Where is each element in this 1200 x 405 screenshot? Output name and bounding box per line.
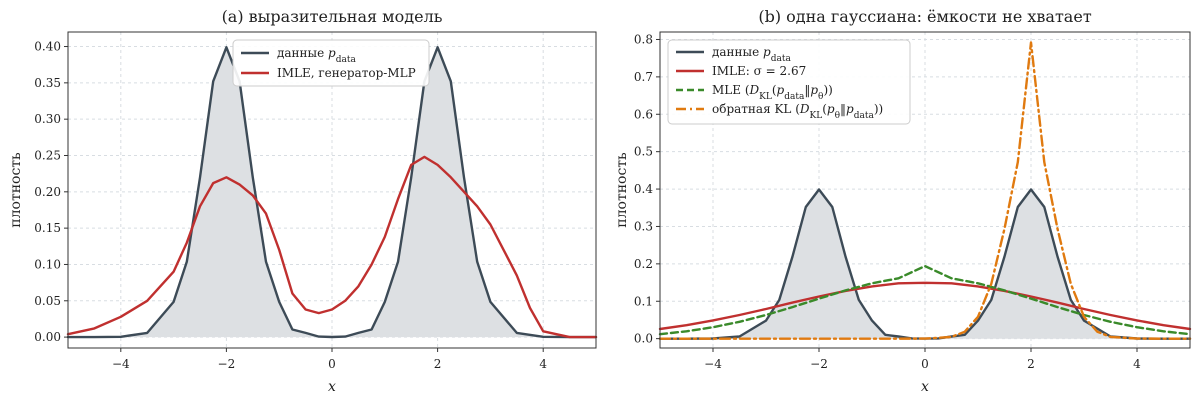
y-tick-label: 0.20 [34, 185, 61, 199]
y-tick-label: 0.5 [634, 145, 653, 159]
series-line-2 [658, 264, 1192, 336]
y-tick-label: 0.2 [634, 257, 653, 271]
x-tick-label: 2 [1027, 357, 1035, 371]
y-tick-label: 0.00 [34, 330, 61, 344]
y-tick-label: 0.6 [634, 107, 653, 121]
y-axis-label: плотность [614, 152, 630, 228]
x-axis-label: x [921, 379, 929, 395]
legend-label-imle: IMLE, генератор-MLP [277, 66, 416, 80]
chart-title: (b) одна гауссиана: ёмкости не хватает [758, 7, 1091, 26]
series-area-data [68, 47, 596, 338]
x-tick-label: −4 [704, 357, 722, 371]
chart-title: (a) выразительная модель [222, 7, 443, 26]
y-tick-label: 0.25 [34, 148, 61, 162]
x-axis-label: x [328, 379, 336, 395]
y-tick-label: 0.05 [34, 294, 61, 308]
y-tick-label: 0.0 [634, 332, 653, 346]
x-tick-label: 4 [539, 357, 547, 371]
y-tick-label: 0.15 [34, 221, 61, 235]
x-tick-label: −2 [218, 357, 236, 371]
y-tick-label: 0.3 [634, 219, 653, 233]
y-tick-label: 0.7 [634, 70, 653, 84]
y-tick-label: 0.1 [634, 294, 653, 308]
legend-label-data: данные pdata [277, 46, 356, 65]
y-tick-label: 0.30 [34, 112, 61, 126]
x-tick-label: −2 [810, 357, 828, 371]
y-tick-label: 0.40 [34, 40, 61, 54]
legend-frame [232, 39, 430, 87]
x-tick-label: 0 [921, 357, 929, 371]
series-line-3 [658, 41, 1192, 340]
legend-frame [667, 39, 911, 125]
legend-label-data: данные pdata [712, 45, 791, 64]
x-tick-label: −4 [112, 357, 130, 371]
y-tick-label: 0.8 [634, 32, 653, 46]
y-axis-label: плотность [8, 152, 24, 228]
x-tick-label: 2 [434, 357, 442, 371]
series-line-1 [658, 281, 1192, 331]
legend-label-mle: MLE (DKL(pdata‖pθ)) [712, 83, 833, 102]
y-tick-label: 0.4 [634, 182, 653, 196]
legend-label-reverse-kl: обратная KL (DKL(pθ‖pdata)) [712, 102, 883, 121]
series-line-1 [66, 155, 598, 339]
y-tick-label: 0.10 [34, 257, 61, 271]
panel-a: −4 −2 0 2 4 0.00 0.05 0.10 0.15 0.20 0.25 0.30 0.35 0… [8, 7, 598, 395]
x-tick-label: 4 [1133, 357, 1141, 371]
panel-b: −4 −2 0 2 4 0.0 0.1 0.2 0.3 0.4 0.5 0.6 0.7 0.8 (b) од… [614, 7, 1192, 395]
x-tick-label: 0 [328, 357, 336, 371]
legend-label-imle: IMLE: σ = 2.67 [712, 64, 806, 78]
y-tick-label: 0.35 [34, 76, 61, 90]
